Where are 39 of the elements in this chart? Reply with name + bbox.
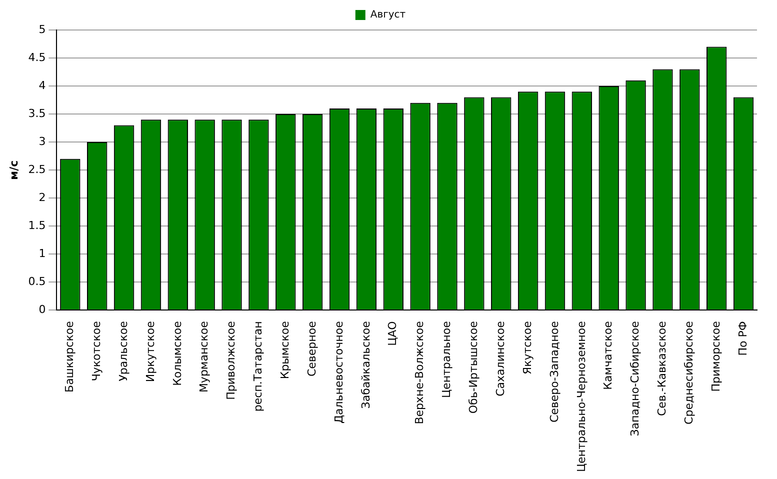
x-tick-label: По РФ bbox=[736, 321, 750, 356]
x-tick-label: респ.Татарстан bbox=[252, 321, 265, 412]
y-tick-label: 0.5 bbox=[28, 274, 46, 288]
y-tick-label: 2.5 bbox=[28, 162, 46, 176]
y-tick-label: 0 bbox=[38, 303, 46, 316]
x-tick-label: Среднесибирское bbox=[682, 320, 696, 424]
x-tick-label: Крымское bbox=[278, 320, 292, 380]
y-tick-label: 4 bbox=[38, 78, 46, 92]
x-tick-label: Дальневосточное bbox=[332, 320, 346, 424]
x-tick-label: Колымское bbox=[170, 320, 184, 386]
y-tick-label: 3.5 bbox=[28, 106, 46, 120]
legend-label: Август bbox=[370, 10, 406, 21]
y-tick-label: 2 bbox=[38, 190, 46, 204]
x-tick-label: Приволжское bbox=[224, 320, 238, 400]
x-tick-label: Мурманское bbox=[198, 320, 211, 393]
y-axis-title: м/с bbox=[7, 160, 20, 180]
y-tick-label: 5 bbox=[38, 22, 46, 36]
x-tick-label: Уральское bbox=[116, 320, 130, 382]
y-tick-label: 1 bbox=[38, 246, 46, 260]
x-tick-label: Якутское bbox=[520, 320, 534, 375]
x-tick-label: Камчатское bbox=[602, 320, 615, 390]
x-tick-label: Центрально-Черноземное bbox=[574, 320, 588, 472]
x-tick-label: Чукотское bbox=[90, 320, 103, 382]
x-tick-label: Северное bbox=[305, 320, 318, 377]
x-tick-label: Обь-Иртышское bbox=[467, 320, 480, 414]
y-tick-label: 1.5 bbox=[28, 218, 46, 232]
x-tick-label: Северо-Западное bbox=[548, 320, 561, 423]
y-tick-label: 3 bbox=[38, 134, 46, 148]
y-tick-label: 4.5 bbox=[28, 50, 46, 64]
x-tick-label: Башкирское bbox=[63, 320, 76, 392]
x-tick-label: Сев.-Кавказское bbox=[656, 320, 669, 416]
x-tick-label: Приморское bbox=[709, 320, 722, 392]
x-tick-label: Западно-Сибирское bbox=[628, 320, 642, 436]
x-tick-label: ЦАО bbox=[386, 320, 400, 346]
x-tick-label: Забайкальское bbox=[359, 320, 372, 409]
x-tick-label: Сахалинское bbox=[494, 320, 507, 396]
x-tick-label: Верхне-Волжское bbox=[413, 320, 426, 424]
x-tick-label: Центральное bbox=[440, 320, 454, 398]
x-tick-label: Иркутское bbox=[144, 320, 157, 382]
